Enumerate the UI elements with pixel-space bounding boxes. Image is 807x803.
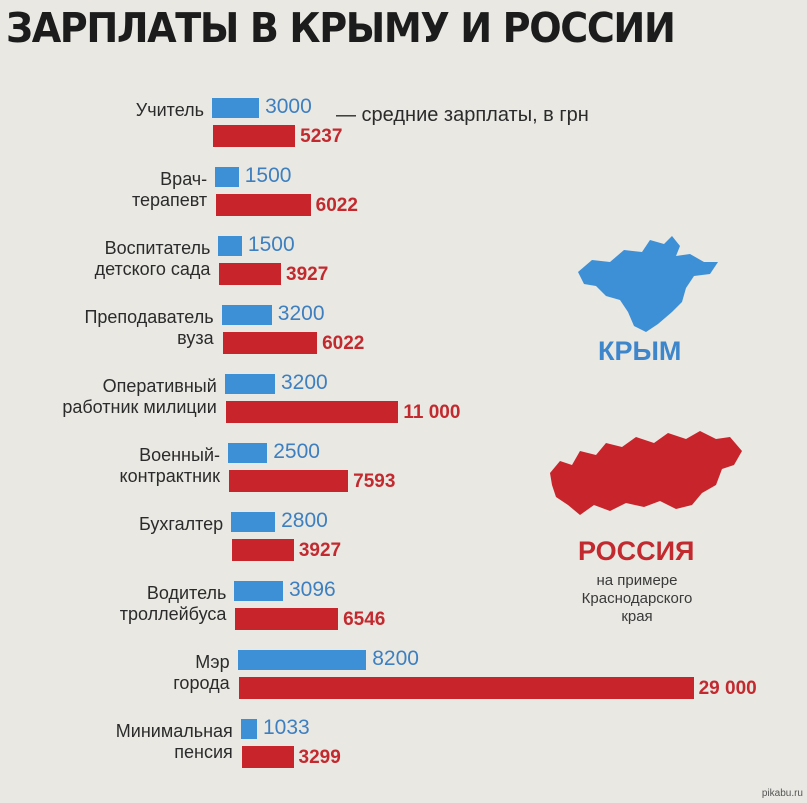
russia-value-label: 29 000 [698,678,757,699]
crimea-map-icon [578,236,718,332]
category-label-line: пенсия [174,742,233,762]
category-label-line: Военный- [139,445,220,465]
category-label-line: терапевт [131,190,208,210]
russia-bar [213,125,296,147]
crimea-value-label: 3200 [277,302,325,325]
watermark: pikabu.ru [761,788,803,799]
category-label-line: Учитель [135,100,204,120]
category-label-line: города [173,673,230,693]
category-label: Оперативный работник милиции [12,376,217,418]
crimea-bar [224,374,275,394]
russia-sublabel-line: края [621,608,653,625]
category-label: Бухгалтер [18,514,223,535]
category-label-line: Воспитатель [104,238,211,258]
category-label-line: Бухгалтер [139,514,224,534]
crimea-value-label: 3000 [265,95,312,118]
russia-bar [235,608,339,630]
category-label-line: Оперативный [102,376,217,396]
russia-label: РОССИЯ [578,536,695,566]
category-label-line: Водитель [146,583,227,603]
russia-value-label: 5237 [300,126,343,147]
category-label: Воспитатель детского сада [5,238,211,280]
russia-sublabel-line: Краснодарского [581,590,693,607]
category-label-line: Минимальная [115,721,233,741]
crimea-value-label: 1500 [247,233,295,256]
category-label-line: вуза [177,328,214,348]
category-label-line: контрактник [119,466,221,486]
category-label: Минимальная пенсия [28,721,233,763]
crimea-bar [228,443,268,463]
category-label-line: Преподаватель [84,307,214,327]
russia-value-label: 7593 [353,471,396,492]
category-label-line: Мэр [195,652,230,672]
crimea-bar [237,650,367,670]
russia-value-label: 6022 [315,195,358,216]
crimea-value-label: 1033 [263,716,310,739]
category-label-line: детского сада [94,259,211,279]
crimea-bar [215,167,239,187]
russia-value-label: 6022 [322,333,365,354]
crimea-bar [218,236,242,256]
russia-value-label: 6546 [343,609,386,630]
crimea-value-label: 2500 [273,440,320,463]
crimea-bar [240,719,257,739]
legend-note: — средние зарплаты, в грн [336,104,589,126]
russia-bar [241,746,294,768]
category-label: Преподаватель вуза [9,307,214,349]
russia-bar [229,470,349,492]
category-label: Военный-контрактник [15,445,221,487]
crimea-bar [231,512,276,532]
russia-bar [225,401,399,423]
crimea-value-label: 8200 [372,647,419,670]
russia-value-label: 3299 [298,747,341,768]
russia-bar [222,332,318,354]
russia-map-icon [550,431,742,515]
russia-bar [216,194,311,216]
crimea-label: КРЫМ [598,336,682,366]
crimea-bar [221,305,272,325]
crimea-value-label: 3096 [288,578,336,601]
category-label: Врач-терапевт [2,169,207,211]
category-label: Мэр города [25,652,230,694]
russia-value-label: 3927 [298,540,342,561]
category-label: Учитель [0,100,204,121]
crimea-value-label: 3200 [281,371,328,394]
crimea-value-label: 1500 [244,164,292,187]
russia-bar [219,263,281,285]
crimea-value-label: 2800 [281,509,328,532]
page-title: ЗАРПЛАТЫ В КРЫМУ И РОССИИ [6,4,676,52]
category-label-line: Врач- [160,169,208,189]
russia-sublabel-line: на примере [596,572,678,589]
russia-sublabel: на примере Краснодарского края [552,572,722,626]
crimea-bar [234,581,283,601]
russia-value-label: 11 000 [403,402,461,423]
category-label: Водитель троллейбуса [21,583,227,625]
russia-value-label: 3927 [286,264,329,285]
category-label-line: троллейбуса [119,604,227,624]
russia-bar [232,539,294,561]
crimea-bar [212,98,260,118]
russia-bar [238,677,694,699]
category-label-line: работник милиции [62,397,217,417]
